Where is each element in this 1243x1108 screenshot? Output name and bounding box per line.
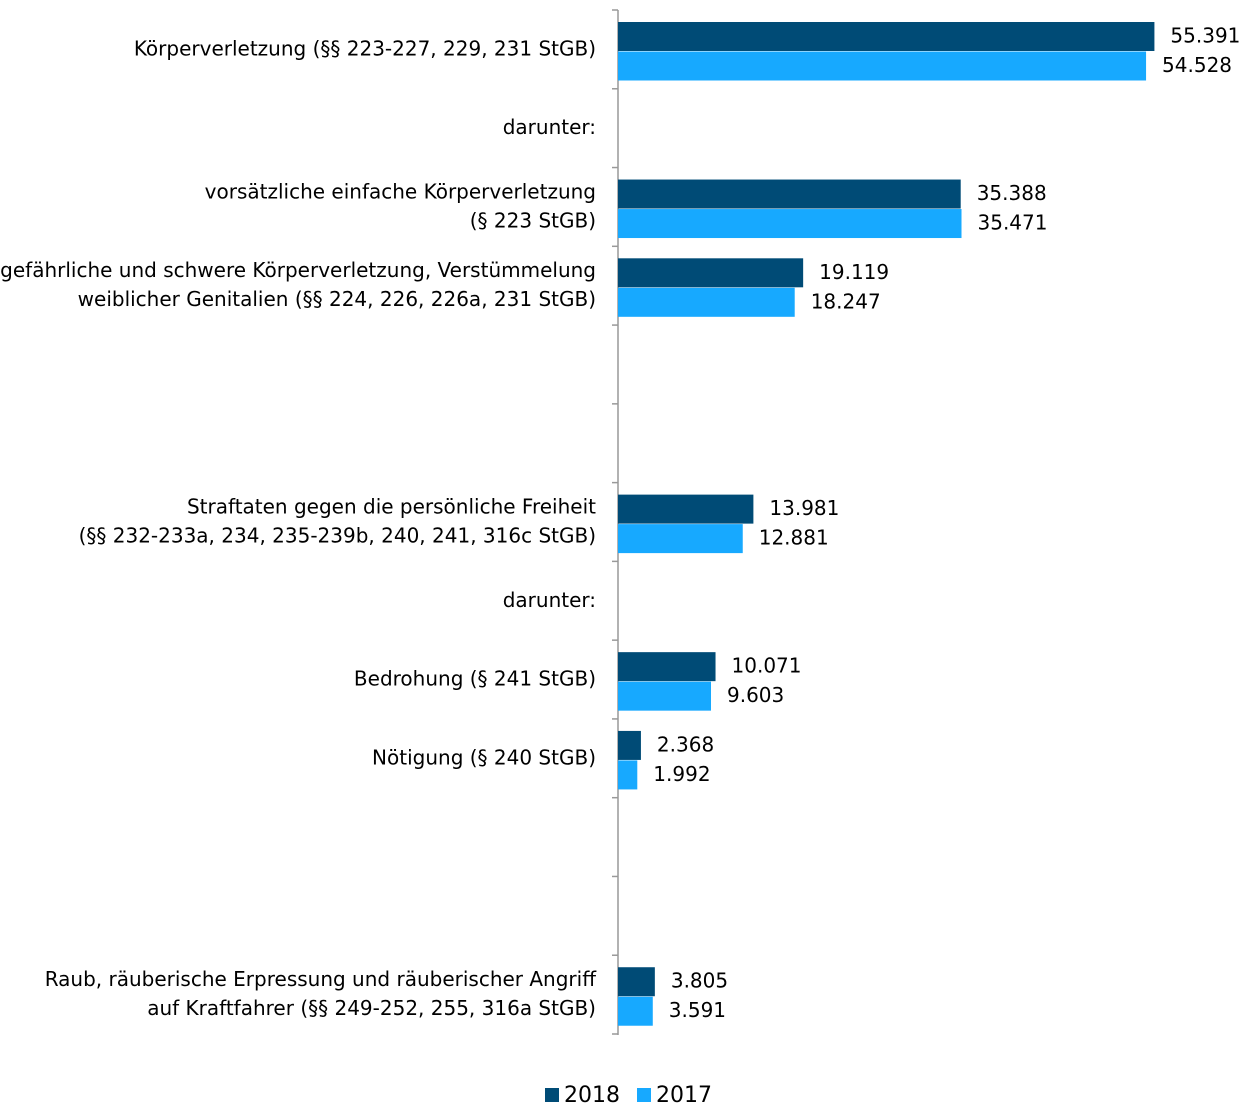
legend-swatch [637, 1088, 651, 1102]
bar [618, 996, 653, 1026]
value-label: 10.071 [732, 654, 802, 678]
value-label: 19.119 [819, 260, 889, 284]
bar [618, 730, 641, 760]
bar [618, 22, 1155, 51]
category-label: Nötigung (§ 240 StGB) [372, 745, 596, 769]
category-label-line: Straftaten gegen die persönliche Freihei… [187, 494, 596, 518]
category-label: darunter: [503, 587, 596, 611]
category-label-line: Nötigung (§ 240 StGB) [372, 745, 596, 769]
bar [618, 652, 716, 682]
bar [618, 258, 804, 288]
bar [618, 967, 655, 997]
value-label: 35.388 [977, 181, 1047, 205]
category-label-line: darunter: [503, 587, 596, 611]
category-label-line: (§§ 232-233a, 234, 235-239b, 240, 241, 3… [79, 523, 596, 547]
category-label: gefährliche und schwere Körperverletzung… [0, 258, 596, 311]
category-label-line: vorsätzliche einfache Körperverletzung [205, 179, 596, 203]
bar [618, 494, 754, 524]
legend-label: 2017 [656, 1083, 712, 1104]
category-label-line: gefährliche und schwere Körperverletzung… [0, 258, 596, 282]
bar [618, 287, 795, 317]
category-label-line: Körperverletzung (§§ 223-227, 229, 231 S… [134, 36, 596, 60]
value-label: 1.992 [653, 762, 710, 786]
value-label: 55.391 [1170, 24, 1240, 48]
value-label: 3.805 [671, 969, 728, 993]
category-label: Raub, räuberische Erpressung und räuberi… [45, 967, 598, 1020]
bar [618, 524, 743, 554]
value-label: 9.603 [727, 683, 784, 707]
category-label: darunter: [503, 115, 596, 139]
bar [618, 209, 962, 239]
value-label: 35.471 [978, 211, 1048, 235]
legend-swatch [545, 1088, 559, 1102]
bar [618, 760, 638, 790]
category-label-line: weiblicher Genitalien (§§ 224, 226, 226a… [78, 287, 596, 311]
category-label: vorsätzliche einfache Körperverletzung (§… [205, 179, 596, 232]
bar [618, 179, 961, 209]
value-label: 13.981 [769, 496, 839, 520]
value-label: 3.591 [669, 998, 726, 1022]
category-label-line: auf Kraftfahrer (§§ 249-252, 255, 316a S… [147, 996, 596, 1020]
value-label: 2.368 [657, 732, 714, 756]
category-label-line: Raub, räuberische Erpressung und räuberi… [45, 967, 598, 991]
category-label-line: darunter: [503, 115, 596, 139]
bar [618, 681, 711, 711]
category-label: Bedrohung (§ 241 StGB) [354, 666, 596, 690]
value-label: 18.247 [811, 289, 881, 313]
category-label-line: Bedrohung (§ 241 StGB) [354, 666, 596, 690]
bar [618, 51, 1147, 81]
category-label: Körperverletzung (§§ 223-227, 229, 231 S… [134, 36, 596, 60]
value-label: 54.528 [1162, 53, 1232, 77]
value-label: 12.881 [759, 526, 829, 550]
category-label-line: (§ 223 StGB) [470, 208, 596, 232]
legend-label: 2018 [564, 1083, 620, 1104]
category-label: Straftaten gegen die persönliche Freihei… [79, 494, 597, 547]
